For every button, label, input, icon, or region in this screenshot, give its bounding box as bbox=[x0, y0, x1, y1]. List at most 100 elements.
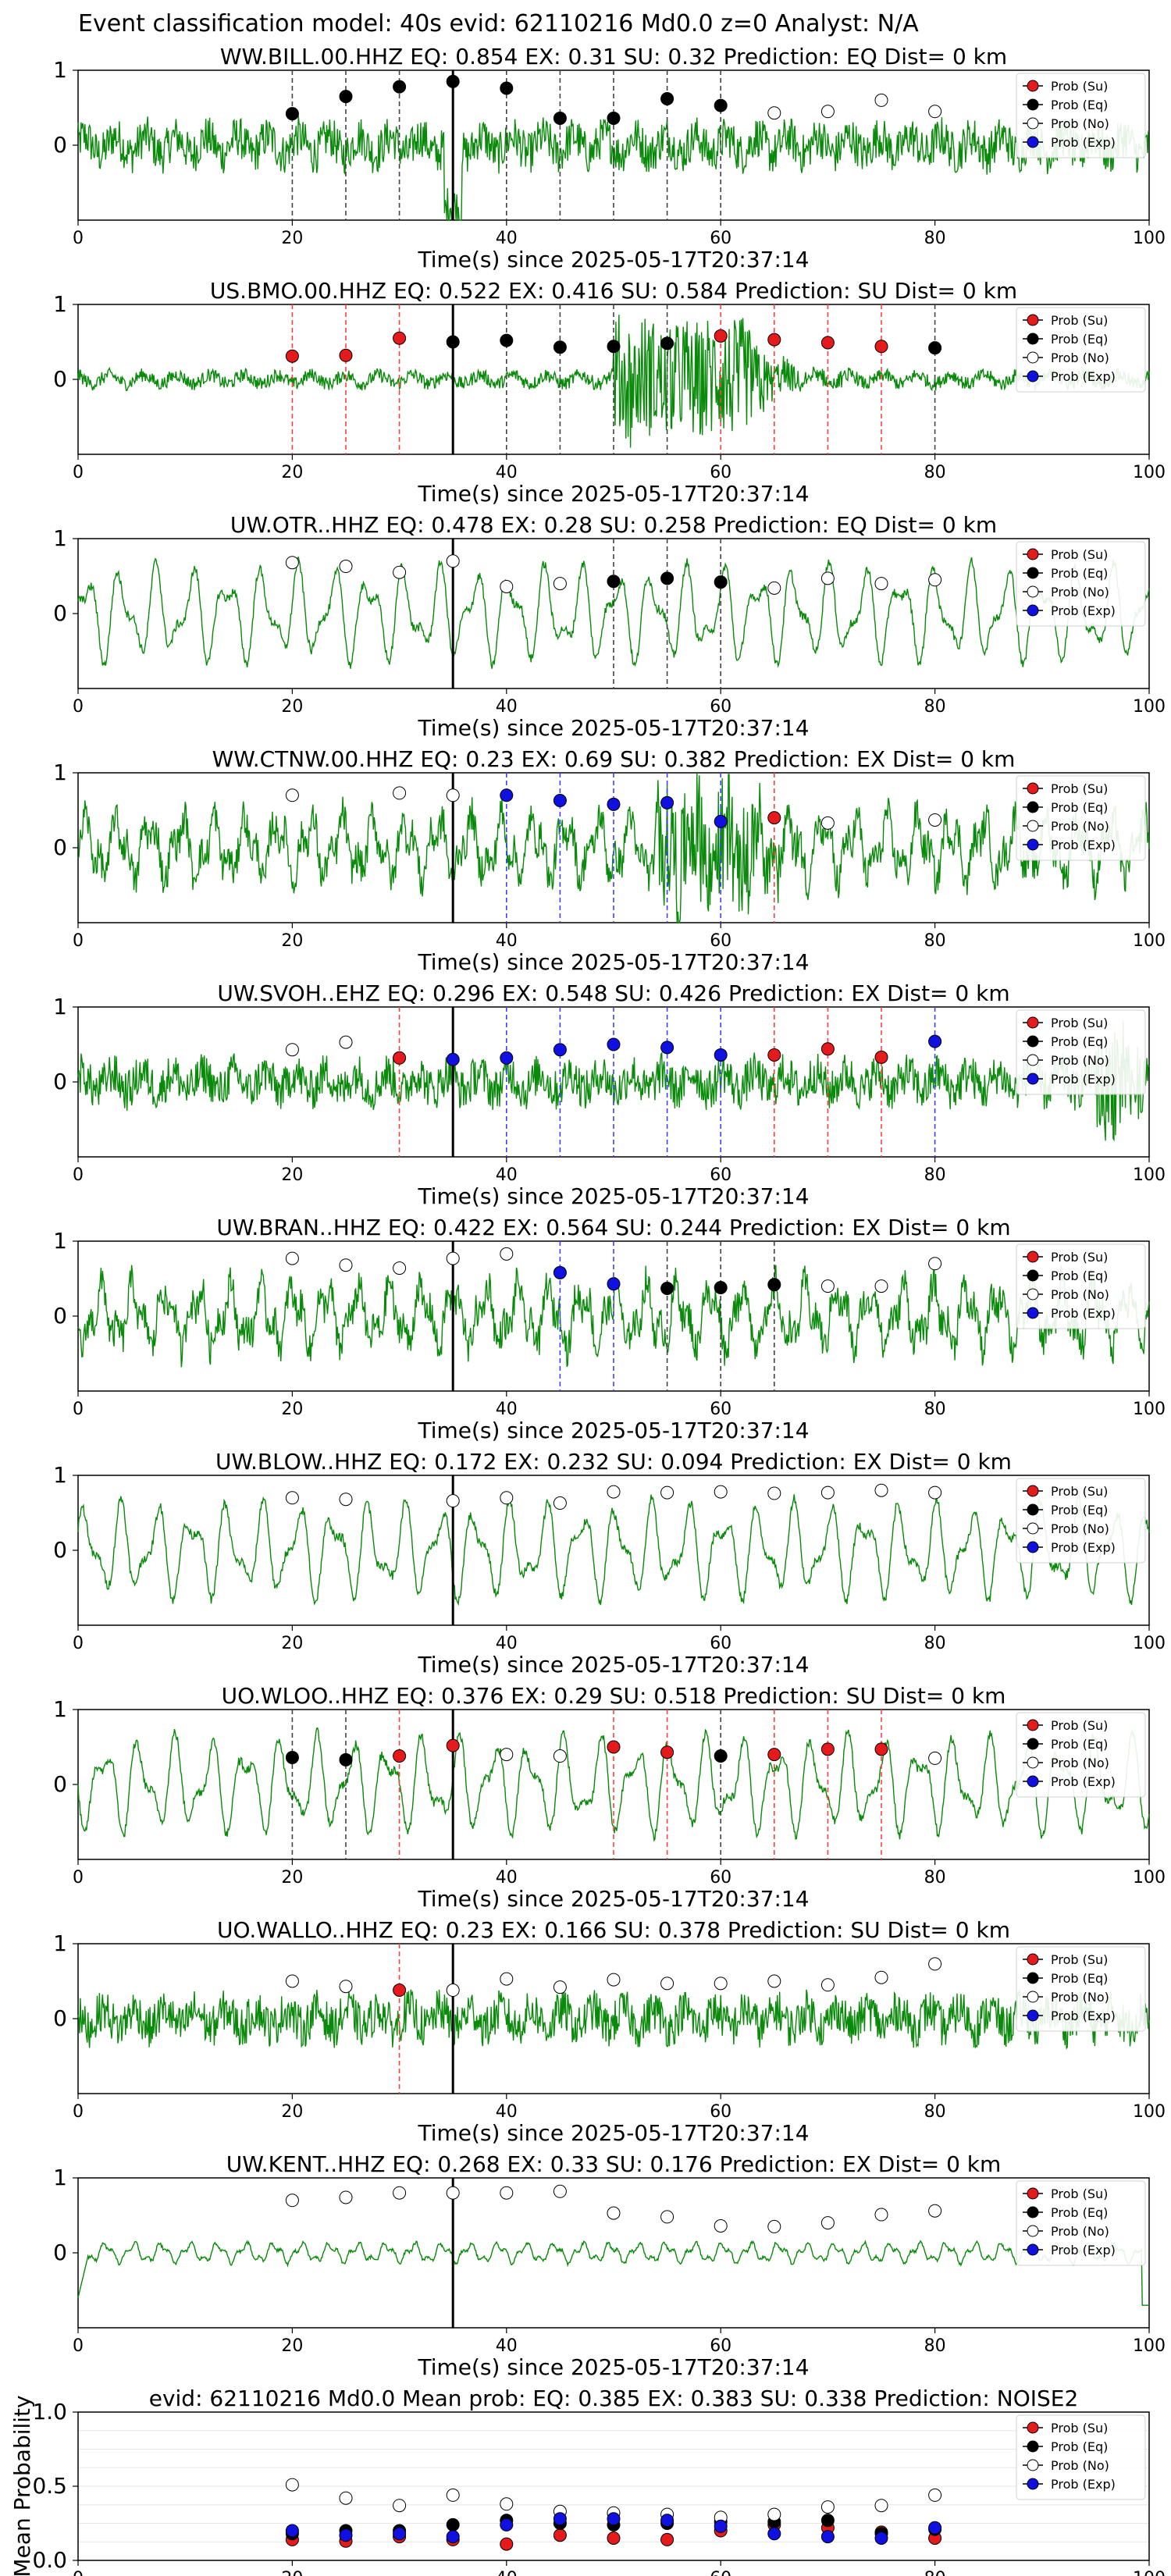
x-tick-label: 0 bbox=[73, 463, 84, 482]
station-panel: 0 20 40 60 80 100 0 1 US.BMO.00.HHZ EQ: 0.522 EX… bbox=[53, 278, 1166, 507]
legend-marker bbox=[1027, 1972, 1039, 1984]
x-axis-label: Time(s) since 2025-05-17T20:37:14 bbox=[417, 247, 809, 272]
x-tick-label: 60 bbox=[710, 2336, 731, 2356]
legend-box bbox=[1016, 1946, 1146, 2032]
x-tick-label: 0 bbox=[73, 1868, 84, 1888]
probability-point bbox=[553, 1980, 567, 1994]
x-axis-label: Time(s) since 2025-05-17T20:37:14 bbox=[417, 949, 809, 975]
legend-marker bbox=[1027, 1054, 1039, 1066]
x-tick-label: 80 bbox=[924, 697, 946, 717]
probability-point bbox=[446, 335, 460, 349]
x-axis-label: Time(s) since 2025-05-17T20:37:14 bbox=[417, 481, 809, 507]
legend: Prob (Su) Prob (Eq) Prob (No) Prob (Exp) bbox=[1016, 775, 1146, 861]
legend: Prob (Su) Prob (Eq) Prob (No) Prob (Exp) bbox=[1016, 1946, 1146, 2032]
axes: 0 20 40 60 80 100 0 1 US.BMO.00.HHZ EQ: 0.522 EX… bbox=[53, 278, 1166, 482]
probability-point bbox=[446, 1494, 460, 1508]
x-tick-label: 80 bbox=[924, 229, 946, 248]
probability-point bbox=[446, 1738, 460, 1752]
probability-point bbox=[820, 1042, 835, 1056]
panel-title: UW.KENT..HHZ EQ: 0.268 EX: 0.33 SU: 0.17… bbox=[226, 2151, 1002, 2177]
legend-box bbox=[1016, 1244, 1146, 1329]
x-tick-label: 100 bbox=[1133, 1868, 1166, 1888]
probability-point bbox=[874, 340, 888, 354]
x-tick-label: 60 bbox=[710, 697, 731, 717]
legend-box bbox=[1016, 2180, 1146, 2266]
mean-probability-point bbox=[820, 2514, 835, 2528]
legend-label: Prob (Exp) bbox=[1051, 1306, 1116, 1321]
y-tick-label: 0 bbox=[53, 1537, 67, 1563]
probability-point bbox=[607, 1277, 621, 1291]
legend-marker bbox=[1027, 1756, 1039, 1769]
station-panel: 0 20 40 60 80 100 0 1 UW.SVOH..EHZ EQ: 0.296 EX:… bbox=[53, 980, 1166, 1209]
probability-point bbox=[553, 2184, 567, 2198]
station-panel: 0 20 40 60 80 100 0 1 UO.WLOO..HHZ EQ: 0.376 EX:… bbox=[53, 1683, 1166, 1912]
waveform-trace bbox=[77, 1494, 1150, 1606]
x-axis-label: Time(s) since 2025-05-17T20:37:14 bbox=[417, 1183, 809, 1209]
probability-point bbox=[767, 581, 781, 595]
legend-label: Prob (Su) bbox=[1051, 1016, 1108, 1030]
legend-label: Prob (No) bbox=[1051, 350, 1109, 365]
probability-point bbox=[285, 556, 299, 570]
legend-marker bbox=[1027, 2187, 1039, 2200]
legend-label: Prob (Su) bbox=[1051, 1718, 1108, 1733]
legend: Prob (Su) Prob (Eq) Prob (No) Prob (Exp) bbox=[1016, 541, 1146, 627]
probability-point bbox=[928, 1034, 942, 1048]
panel-title: UW.BRAN..HHZ EQ: 0.422 EX: 0.564 SU: 0.2… bbox=[216, 1215, 1010, 1240]
x-tick-label: 0 bbox=[73, 229, 84, 248]
probability-point bbox=[767, 1486, 781, 1500]
mean-probability-point bbox=[446, 2517, 460, 2532]
probability-point bbox=[607, 340, 621, 354]
x-tick-label: 100 bbox=[1133, 463, 1166, 482]
x-tick-label: 40 bbox=[496, 931, 518, 951]
legend-label: Prob (No) bbox=[1051, 819, 1109, 834]
probability-point bbox=[339, 1493, 353, 1507]
x-tick-label: 100 bbox=[1133, 697, 1166, 717]
panel-title: UO.WLOO..HHZ EQ: 0.376 EX: 0.29 SU: 0.51… bbox=[222, 1683, 1006, 1709]
probability-point bbox=[820, 2216, 835, 2230]
x-axis-label: Time(s) since 2025-05-17T20:37:14 bbox=[417, 1886, 809, 1912]
probability-point bbox=[500, 1748, 514, 1762]
x-tick-label: 40 bbox=[496, 2102, 518, 2122]
x-tick-label: 60 bbox=[710, 1165, 731, 1185]
x-axis-label: Time(s) since 2025-05-17T20:37:14 bbox=[417, 1418, 809, 1443]
mean-probability-point bbox=[446, 2488, 460, 2502]
probability-point bbox=[767, 333, 781, 347]
legend-label: Prob (Exp) bbox=[1051, 1540, 1116, 1555]
panel-title: UO.WALLO..HHZ EQ: 0.23 EX: 0.166 SU: 0.3… bbox=[217, 1917, 1010, 1943]
y-tick-label: 1 bbox=[53, 57, 67, 83]
probability-point bbox=[714, 98, 728, 112]
legend-marker bbox=[1027, 548, 1039, 560]
legend-label: Prob (Su) bbox=[1051, 2186, 1108, 2201]
waveform-trace bbox=[77, 2240, 1149, 2306]
probability-point bbox=[339, 348, 353, 362]
x-tick-label: 20 bbox=[281, 697, 303, 717]
x-tick-label: 60 bbox=[710, 931, 731, 951]
mean-probability-point bbox=[714, 2519, 728, 2533]
probability-point bbox=[393, 80, 407, 94]
legend-marker bbox=[1027, 838, 1039, 851]
legend-marker bbox=[1027, 98, 1039, 111]
probability-point bbox=[660, 1976, 674, 1991]
legend-marker bbox=[1027, 136, 1039, 148]
probability-point bbox=[767, 1278, 781, 1292]
y-tick-label: 0 bbox=[53, 2005, 67, 2031]
station-panel: 0 20 40 60 80 100 0 1 UW.OTR..HHZ EQ: 0.478 EX: … bbox=[53, 512, 1166, 741]
legend-label: Prob (Eq) bbox=[1051, 98, 1108, 112]
probability-point bbox=[660, 1745, 674, 1759]
x-tick-label: 60 bbox=[710, 463, 731, 482]
legend: Prob (Su) Prob (Eq) Prob (No) Prob (Exp) bbox=[1016, 1712, 1146, 1798]
legend-label: Prob (Eq) bbox=[1051, 1503, 1108, 1517]
x-tick-label: 20 bbox=[281, 1400, 303, 1419]
legend-label: Prob (Exp) bbox=[1051, 1774, 1116, 1789]
axes: 0 20 40 60 80 100 0.0 0.5 1.0 evid: 62110216 Md0.… bbox=[32, 2386, 1166, 2576]
probability-point bbox=[714, 329, 728, 343]
x-axis-label: Time(s) since 2025-05-17T20:37:14 bbox=[417, 1652, 809, 1678]
probability-point bbox=[285, 2194, 299, 2208]
probability-point bbox=[928, 1751, 942, 1765]
probability-point bbox=[607, 575, 621, 589]
probability-point bbox=[285, 1974, 299, 1988]
x-tick-label: 20 bbox=[281, 229, 303, 248]
probability-point bbox=[767, 811, 781, 825]
axes: 0 20 40 60 80 100 0 1 UW.SVOH..EHZ EQ: 0.296 EX:… bbox=[53, 980, 1166, 1185]
